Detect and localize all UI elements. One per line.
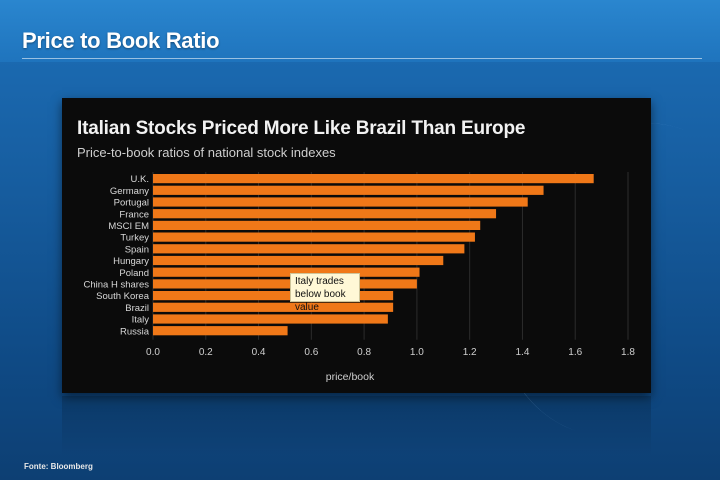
panel-reflection — [62, 396, 651, 456]
x-tick-label: 1.2 — [463, 347, 477, 358]
chart-subtitle: Price-to-book ratios of national stock i… — [77, 145, 336, 160]
bar-hungary — [153, 255, 444, 266]
category-label: Hungary — [113, 256, 149, 267]
bar-brazil — [153, 302, 394, 312]
category-label: Russia — [120, 326, 150, 337]
bar-msci-em — [153, 220, 481, 230]
category-label: Italy — [132, 315, 150, 326]
x-tick-label: 0.0 — [146, 347, 160, 358]
category-label: Germany — [110, 186, 149, 197]
x-tick-label: 1.6 — [568, 347, 582, 358]
title-bar — [0, 0, 720, 62]
callout-line-1: Italy trades — [295, 276, 344, 287]
x-tick-label: 0.8 — [357, 347, 371, 358]
bar-italy — [153, 314, 388, 324]
category-label: Spain — [125, 244, 149, 255]
category-label: MSCI EM — [108, 221, 149, 232]
callout-line-2: below book value — [295, 289, 346, 313]
bar-france — [153, 209, 497, 219]
category-label: Turkey — [120, 233, 149, 244]
x-axis-label: price/book — [326, 371, 375, 383]
category-label: France — [119, 209, 149, 220]
bar-spain — [153, 244, 465, 254]
bar-portugal — [153, 197, 528, 207]
category-label: Brazil — [125, 303, 149, 314]
x-tick-label: 1.4 — [515, 347, 529, 358]
category-label: China H shares — [84, 280, 150, 291]
bar-germany — [153, 185, 544, 195]
x-tick-label: 0.4 — [252, 347, 266, 358]
bar-turkey — [153, 232, 475, 242]
chart-title: Italian Stocks Priced More Like Brazil T… — [77, 118, 526, 139]
category-label: Poland — [119, 268, 149, 279]
italy-callout: Italy trades below book value — [290, 273, 360, 313]
x-tick-label: 1.8 — [621, 347, 635, 358]
bar-south-korea — [153, 291, 394, 301]
bar-china-h-shares — [153, 279, 417, 289]
source-credit: Fonte: Bloomberg — [24, 462, 93, 471]
bar-u-k- — [153, 174, 594, 184]
bar-poland — [153, 267, 420, 277]
slide-title: Price to Book Ratio — [22, 28, 220, 53]
bar-russia — [153, 326, 288, 336]
category-label: Portugal — [114, 198, 149, 209]
x-tick-label: 0.2 — [199, 347, 213, 358]
title-divider — [22, 58, 702, 59]
category-label: South Korea — [96, 291, 150, 302]
x-tick-label: 0.6 — [304, 347, 318, 358]
x-tick-label: 1.0 — [410, 347, 424, 358]
category-label: U.K. — [131, 174, 149, 185]
